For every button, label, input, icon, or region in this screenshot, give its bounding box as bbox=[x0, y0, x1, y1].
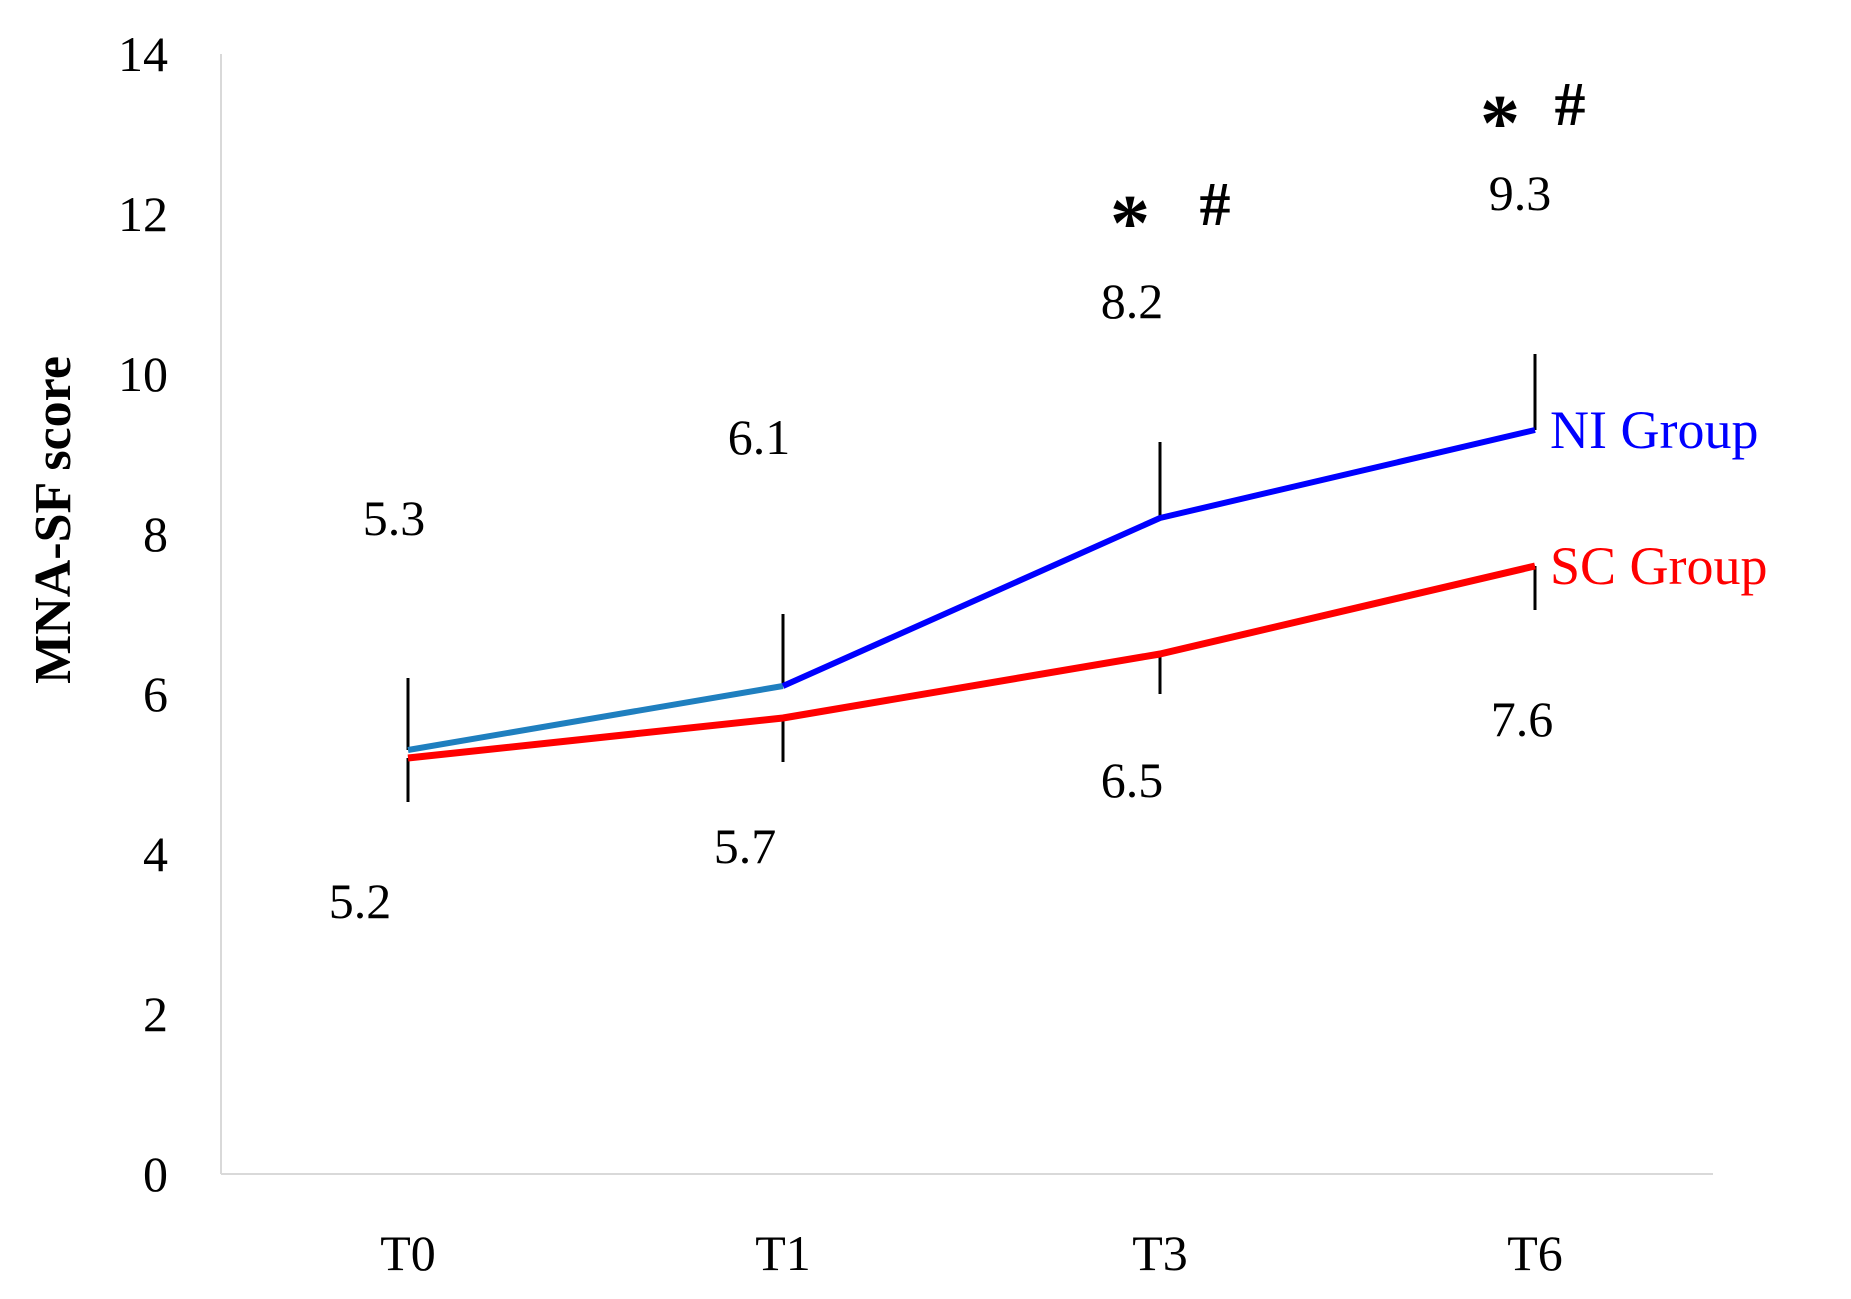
significance-asterisk: * bbox=[1110, 180, 1150, 268]
series-line-ni-segment-first bbox=[407, 683, 784, 753]
y-tick-labels: 0 2 4 6 8 10 12 14 bbox=[118, 26, 168, 1202]
series-label-ni: NI Group bbox=[1550, 400, 1758, 460]
data-label-ni: 5.3 bbox=[363, 490, 426, 546]
error-bars bbox=[406, 354, 1537, 802]
y-tick-label: 14 bbox=[118, 26, 168, 82]
x-tick-label: T6 bbox=[1507, 1225, 1563, 1281]
series-label-sc: SC Group bbox=[1550, 536, 1768, 596]
y-tick-label: 0 bbox=[143, 1146, 168, 1202]
x-tick-label: T1 bbox=[755, 1225, 811, 1281]
series-line-ni bbox=[781, 427, 1536, 689]
significance-asterisk: * bbox=[1480, 80, 1520, 168]
significance-annotations: * # * # bbox=[1110, 71, 1586, 268]
y-tick-label: 12 bbox=[118, 186, 168, 242]
data-label-ni: 6.1 bbox=[728, 409, 791, 465]
y-tick-label: 8 bbox=[143, 506, 168, 562]
x-tick-label: T0 bbox=[380, 1225, 436, 1281]
significance-hash: # bbox=[1200, 171, 1231, 239]
data-label-sc: 5.7 bbox=[714, 818, 777, 874]
y-tick-label: 4 bbox=[143, 826, 168, 882]
y-axis-title: MNA-SF score bbox=[25, 356, 82, 684]
y-tick-label: 2 bbox=[143, 986, 168, 1042]
series-line-sc bbox=[407, 562, 1536, 762]
data-label-ni: 8.2 bbox=[1101, 273, 1164, 329]
y-tick-label: 10 bbox=[118, 346, 168, 402]
data-label-sc: 6.5 bbox=[1101, 752, 1164, 808]
data-label-ni: 9.3 bbox=[1489, 165, 1552, 221]
y-tick-label: 6 bbox=[143, 666, 168, 722]
data-label-sc: 7.6 bbox=[1491, 691, 1554, 747]
significance-hash: # bbox=[1555, 71, 1586, 139]
x-tick-label: T3 bbox=[1132, 1225, 1188, 1281]
series-end-labels: NI Group SC Group bbox=[1550, 400, 1768, 596]
x-tick-labels: T0 T1 T3 T6 bbox=[380, 1225, 1563, 1281]
data-label-sc: 5.2 bbox=[329, 873, 392, 929]
series-lines bbox=[407, 427, 1536, 762]
data-labels: 5.3 6.1 8.2 9.3 5.2 5.7 6.5 7.6 bbox=[329, 165, 1554, 929]
